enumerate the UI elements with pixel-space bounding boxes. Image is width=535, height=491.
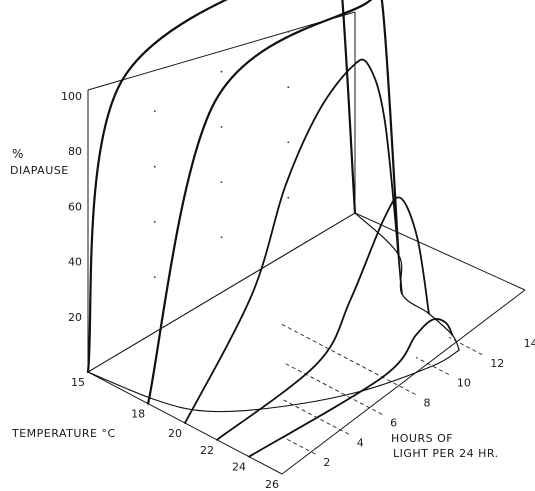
x-tick-label: 26 <box>265 478 279 491</box>
grid-dot <box>220 236 223 239</box>
y-tick-label: 12 <box>490 357 504 370</box>
series-curves <box>86 0 460 458</box>
y-tick-label: 14 <box>524 337 535 350</box>
z-tick-label: 80 <box>68 145 82 158</box>
grid-dot <box>287 196 290 199</box>
back-wall-base-line <box>87 212 356 373</box>
y-tick-label: 4 <box>357 436 364 449</box>
y-tick-label: 10 <box>457 377 471 390</box>
z-tick-label: 20 <box>68 311 82 324</box>
back-wall-grid-dots <box>153 31 290 278</box>
tick-labels: 20406080100151820222426246810121416 <box>61 90 535 491</box>
surface-floor-boundary <box>354 212 460 351</box>
z-tick-label: 100 <box>61 90 82 103</box>
grid-dot <box>287 31 290 33</box>
y-axis-label-line2: LIGHT PER 24 HR. <box>393 447 499 460</box>
series-curve-20c <box>184 58 403 424</box>
floor-dash-line <box>449 337 483 356</box>
series-curve-18c <box>147 0 400 405</box>
x-tick-label: 15 <box>71 376 85 389</box>
x-tick-label: 18 <box>131 408 145 421</box>
grid-dot <box>287 86 290 89</box>
surface-lower-boundary <box>87 349 460 413</box>
z-axis-label-line2: DIAPAUSE <box>10 164 69 177</box>
z-tick-label: 60 <box>68 200 82 213</box>
y-tick-label: 8 <box>424 397 431 410</box>
grid-dot <box>153 165 156 168</box>
floor-dash-line <box>415 356 450 376</box>
series-curve-15c <box>86 0 357 374</box>
grid-dot <box>220 126 223 128</box>
back-wall-top-edge <box>87 11 356 91</box>
floor-dash-line <box>281 323 416 395</box>
grid-dot <box>220 70 223 73</box>
floor-right-edge <box>281 289 526 475</box>
x-tick-label: 22 <box>200 444 214 457</box>
z-axis-label-line1: % <box>12 147 24 161</box>
series-curve-22c <box>216 196 430 441</box>
floor-dash-line <box>282 436 316 455</box>
x-tick-label: 24 <box>232 461 246 474</box>
floor-dash-line <box>284 362 383 415</box>
x-axis-label: TEMPERATURE °C <box>11 427 116 440</box>
series-curve-24c <box>248 318 454 458</box>
grid-dot <box>153 220 156 223</box>
y-tick-label: 2 <box>323 456 330 469</box>
grid-dot <box>287 141 290 144</box>
grid-dot <box>153 110 156 113</box>
grid-dot <box>153 276 156 278</box>
grid-dot <box>220 181 223 184</box>
y-axis-label-line1: HOURS OF <box>391 432 453 445</box>
z-tick-label: 40 <box>68 256 82 269</box>
x-tick-label: 20 <box>168 427 182 440</box>
y-tick-label: 6 <box>390 416 397 429</box>
floor-far-edge <box>354 212 526 291</box>
